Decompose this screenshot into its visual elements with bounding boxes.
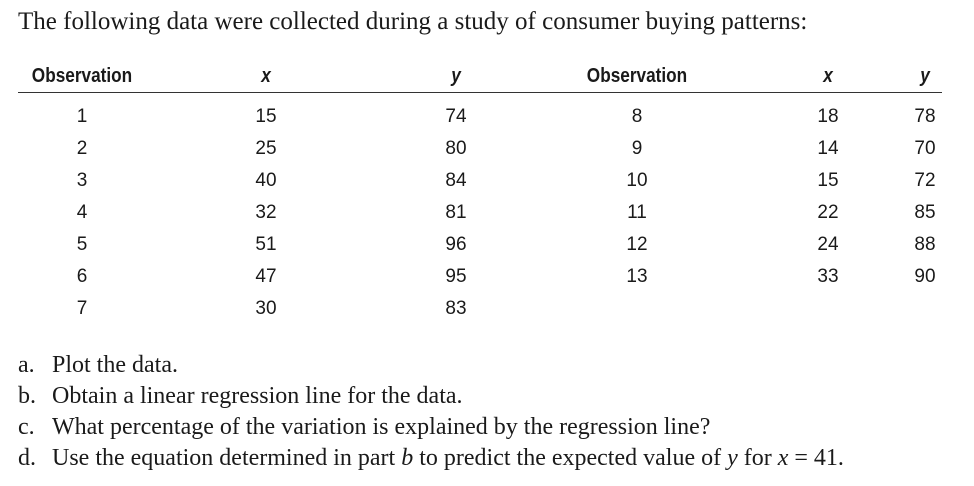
- cell-x-2: [748, 293, 908, 325]
- cell-x: 40: [255, 170, 277, 191]
- part-a-text: Plot the data.: [52, 352, 178, 378]
- table-row: 4 32 81 11 22 85: [18, 197, 942, 229]
- cell-y-2: 78: [914, 106, 936, 127]
- cell-y-2: 85: [914, 202, 936, 223]
- cell-x-2: 24: [817, 234, 839, 255]
- cell-observation: 2: [76, 138, 88, 159]
- part-d-letter: d.: [18, 445, 36, 471]
- cell-observation: 7: [76, 298, 88, 319]
- cell-y-2: 70: [914, 138, 936, 159]
- part-d-var-y: y: [727, 445, 738, 471]
- cell-x: 32: [255, 202, 277, 223]
- cell-x: 47: [255, 266, 277, 287]
- cell-observation: 6: [76, 266, 88, 287]
- part-d-text-mid2: for: [737, 445, 778, 471]
- part-b-letter: b.: [18, 383, 36, 409]
- part-d: d. Use the equation determined in part b …: [18, 443, 844, 474]
- part-b: b. Obtain a linear regression line for th…: [18, 381, 844, 412]
- cell-x-2: 15: [817, 170, 839, 191]
- cell-x-2: 18: [817, 106, 839, 127]
- cell-x-2: 22: [817, 202, 839, 223]
- problem-intro: The following data were collected during…: [18, 8, 808, 35]
- part-c-text: What percentage of the variation is expl…: [52, 414, 711, 440]
- cell-observation: 3: [76, 170, 88, 191]
- cell-y-2: 72: [914, 170, 936, 191]
- data-table-container: Observation x y Observation x y 1 15 74 …: [18, 60, 942, 325]
- cell-y: 81: [445, 202, 467, 223]
- cell-observation-2: 13: [626, 266, 648, 287]
- table-header-row: Observation x y Observation x y: [18, 60, 942, 93]
- header-x-2: x: [759, 60, 897, 93]
- cell-x: 51: [255, 234, 277, 255]
- header-y-2: y: [910, 60, 940, 93]
- table-row: 6 47 95 13 33 90: [18, 261, 942, 293]
- cell-observation-2: 10: [626, 170, 648, 191]
- part-a-letter: a.: [18, 352, 35, 378]
- cell-y: 80: [445, 138, 467, 159]
- table-row: 3 40 84 10 15 72: [18, 165, 942, 197]
- part-d-text-pre: Use the equation determined in part: [52, 445, 402, 471]
- cell-observation: 1: [76, 106, 88, 127]
- part-c: c. What percentage of the variation is ex…: [18, 412, 844, 443]
- part-a: a. Plot the data.: [18, 350, 844, 381]
- table-row: 7 30 83: [18, 293, 942, 325]
- header-observation: Observation: [26, 60, 138, 93]
- part-d-text-mid1: to predict the expected value of: [413, 445, 728, 471]
- cell-y: 84: [445, 170, 467, 191]
- cell-y-2: [908, 293, 942, 325]
- header-observation-2: Observation: [541, 60, 733, 93]
- header-y: y: [395, 60, 517, 93]
- cell-observation: 5: [76, 234, 88, 255]
- table-row: 2 25 80 9 14 70: [18, 133, 942, 165]
- cell-observation-2: 11: [627, 202, 647, 223]
- cell-x-2: 33: [817, 266, 839, 287]
- part-b-text: Obtain a linear regression line for the …: [52, 383, 463, 409]
- table-row: 5 51 96 12 24 88: [18, 229, 942, 261]
- header-x: x: [162, 60, 370, 93]
- cell-y: 74: [445, 106, 467, 127]
- part-d-var-x: x: [777, 445, 789, 471]
- part-d-var-b: b: [401, 445, 414, 471]
- cell-y: 83: [445, 298, 467, 319]
- cell-x: 25: [255, 138, 277, 159]
- cell-observation-2: 9: [631, 138, 643, 159]
- cell-x: 15: [255, 106, 277, 127]
- part-d-text-post: = 41.: [788, 445, 844, 471]
- table-row: 1 15 74 8 18 78: [18, 93, 942, 134]
- cell-x-2: 14: [817, 138, 839, 159]
- cell-observation-2: 12: [626, 234, 648, 255]
- cell-x: 30: [255, 298, 277, 319]
- cell-y-2: 90: [914, 266, 936, 287]
- cell-y-2: 88: [914, 234, 936, 255]
- cell-observation-2: 8: [631, 106, 643, 127]
- question-parts: a. Plot the data. b. Obtain a linear regre…: [18, 350, 844, 474]
- part-c-letter: c.: [18, 414, 35, 440]
- observation-table: Observation x y Observation x y 1 15 74 …: [18, 60, 942, 325]
- cell-y: 95: [445, 266, 467, 287]
- cell-observation: 4: [76, 202, 88, 223]
- cell-observation-2: [526, 293, 748, 325]
- cell-y: 96: [445, 234, 467, 255]
